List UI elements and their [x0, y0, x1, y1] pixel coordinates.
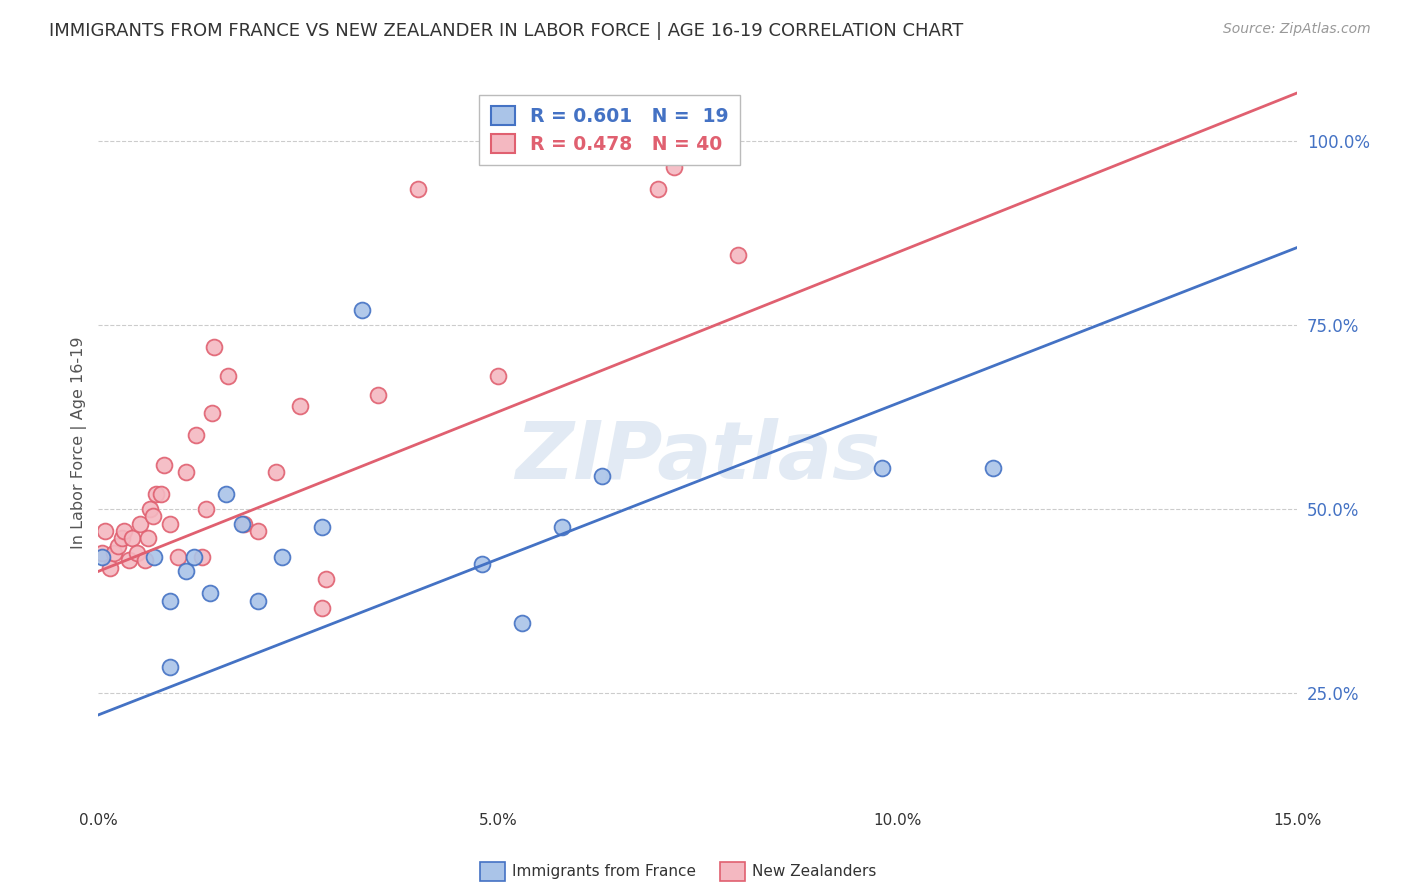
- Point: [149, 487, 172, 501]
- Point: [406, 181, 429, 195]
- Point: [662, 160, 685, 174]
- Point: [134, 553, 156, 567]
- Point: [202, 340, 225, 354]
- Y-axis label: In Labor Force | Age 16-19: In Labor Force | Age 16-19: [72, 336, 87, 549]
- Point: [159, 594, 181, 608]
- Point: [200, 586, 222, 600]
- Point: [159, 660, 181, 674]
- Point: [510, 615, 533, 630]
- Point: [215, 487, 238, 501]
- Point: [93, 524, 115, 538]
- Point: [129, 516, 152, 531]
- Point: [591, 468, 613, 483]
- Point: [167, 549, 190, 564]
- Point: [142, 509, 165, 524]
- Point: [247, 524, 270, 538]
- Point: [247, 594, 270, 608]
- Point: [91, 546, 114, 560]
- Point: [143, 549, 166, 564]
- Text: New Zealanders: New Zealanders: [752, 864, 876, 879]
- Point: [311, 601, 333, 615]
- Point: [183, 549, 205, 564]
- Point: [174, 565, 197, 579]
- Point: [139, 501, 162, 516]
- Point: [153, 458, 176, 472]
- Point: [870, 461, 893, 475]
- Point: [103, 546, 125, 560]
- Point: [315, 572, 337, 586]
- Point: [727, 248, 749, 262]
- Point: [983, 461, 1005, 475]
- Point: [201, 406, 224, 420]
- Point: [121, 531, 143, 545]
- Point: [264, 465, 287, 479]
- Point: [136, 531, 159, 545]
- Point: [112, 524, 135, 538]
- Point: [217, 369, 239, 384]
- Point: [288, 399, 311, 413]
- Point: [191, 549, 214, 564]
- Point: [232, 516, 254, 531]
- Text: Source: ZipAtlas.com: Source: ZipAtlas.com: [1223, 22, 1371, 37]
- Point: [486, 369, 509, 384]
- Point: [184, 428, 207, 442]
- Text: ZIPatlas: ZIPatlas: [515, 418, 880, 496]
- Point: [174, 465, 197, 479]
- Point: [471, 557, 494, 571]
- Point: [1046, 830, 1069, 844]
- Legend: R = 0.601   N =  19, R = 0.478   N = 40: R = 0.601 N = 19, R = 0.478 N = 40: [479, 95, 740, 165]
- Point: [352, 303, 374, 318]
- Point: [91, 549, 114, 564]
- Point: [551, 520, 574, 534]
- Point: [98, 560, 121, 574]
- Point: [311, 520, 333, 534]
- Point: [195, 501, 218, 516]
- Text: Immigrants from France: Immigrants from France: [512, 864, 696, 879]
- Point: [159, 516, 181, 531]
- Point: [647, 181, 669, 195]
- Point: [111, 531, 134, 545]
- Text: IMMIGRANTS FROM FRANCE VS NEW ZEALANDER IN LABOR FORCE | AGE 16-19 CORRELATION C: IMMIGRANTS FROM FRANCE VS NEW ZEALANDER …: [49, 22, 963, 40]
- Point: [125, 546, 148, 560]
- Point: [231, 516, 253, 531]
- Point: [118, 553, 141, 567]
- Point: [145, 487, 167, 501]
- Point: [107, 539, 129, 553]
- Point: [271, 549, 294, 564]
- Point: [367, 388, 389, 402]
